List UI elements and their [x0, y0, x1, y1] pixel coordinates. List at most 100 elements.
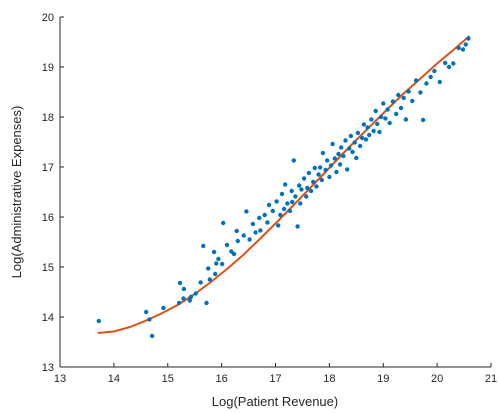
data-point — [347, 146, 352, 151]
data-point — [279, 191, 285, 197]
data-point — [424, 81, 429, 86]
data-point — [244, 209, 249, 214]
y-tick-label: 15 — [42, 262, 54, 274]
data-point — [247, 237, 252, 242]
data-point — [285, 201, 290, 206]
data-point — [149, 333, 155, 339]
data-point — [410, 98, 415, 104]
data-point — [373, 108, 378, 114]
data-point — [289, 188, 294, 194]
x-tick-label: 15 — [162, 373, 174, 385]
data-point — [96, 318, 102, 324]
data-point — [446, 64, 452, 70]
data-point — [176, 300, 182, 306]
data-point — [443, 60, 448, 66]
data-point — [390, 99, 396, 104]
data-point — [341, 153, 346, 159]
x-tick-label: 19 — [377, 373, 389, 385]
data-point — [383, 116, 388, 121]
data-point — [463, 42, 468, 47]
data-point — [320, 150, 326, 156]
data-point — [387, 120, 392, 126]
data-point — [305, 185, 310, 191]
data-point — [283, 182, 288, 187]
data-point — [312, 165, 317, 171]
data-point — [147, 317, 152, 322]
data-point — [193, 291, 198, 296]
data-point — [371, 128, 376, 134]
data-point — [278, 212, 283, 218]
x-tick-label: 18 — [323, 373, 335, 385]
data-point — [290, 199, 295, 205]
x-axis-label: Log(Patient Revenue) — [212, 394, 338, 409]
data-point — [367, 132, 372, 138]
data-point — [361, 122, 367, 127]
data-point — [177, 280, 183, 286]
data-point — [270, 208, 275, 214]
data-point — [214, 261, 219, 266]
data-point — [144, 309, 149, 315]
data-point — [291, 158, 296, 163]
data-point — [306, 170, 312, 176]
data-point — [274, 199, 279, 204]
y-tick-label: 14 — [42, 312, 54, 324]
y-tick-label: 13 — [42, 362, 54, 374]
data-point — [187, 298, 192, 303]
plot-area — [60, 17, 491, 367]
data-point — [213, 271, 218, 277]
data-point — [316, 172, 321, 177]
data-point — [348, 133, 354, 139]
data-point — [355, 130, 361, 136]
data-point — [319, 177, 324, 183]
data-point — [413, 78, 419, 83]
data-point — [369, 117, 374, 122]
data-point — [276, 223, 281, 228]
data-point — [401, 95, 406, 101]
points-layer — [96, 36, 471, 339]
data-point — [314, 184, 319, 189]
data-point — [350, 149, 355, 155]
data-point — [297, 183, 302, 188]
data-point — [352, 140, 357, 145]
data-point — [221, 220, 226, 226]
data-point — [207, 277, 212, 282]
data-point — [403, 117, 409, 122]
data-point — [336, 151, 341, 157]
data-point — [375, 121, 380, 127]
data-point — [432, 68, 437, 74]
data-point — [161, 305, 166, 311]
data-point — [396, 92, 401, 98]
data-point — [394, 111, 399, 117]
data-point — [265, 220, 270, 225]
data-point — [181, 286, 187, 292]
data-point — [339, 145, 344, 150]
x-tick-label: 14 — [108, 373, 120, 385]
x-tick-label: 17 — [269, 373, 281, 385]
x-tick-label: 21 — [485, 373, 497, 385]
data-point — [281, 206, 287, 212]
data-point — [266, 202, 272, 208]
data-point — [311, 179, 316, 185]
data-point — [354, 155, 359, 161]
data-point — [206, 266, 211, 271]
data-point — [235, 238, 240, 244]
data-point — [325, 158, 330, 163]
data-point — [234, 228, 239, 234]
data-point — [337, 162, 343, 167]
data-point — [428, 74, 433, 80]
data-point — [378, 114, 384, 120]
data-point — [253, 230, 258, 235]
data-point — [451, 61, 456, 66]
data-point — [406, 89, 411, 94]
axes-layer: 13 14 15 16 17 18 19 20 21 13 14 15 16 17 18 19 20 — [42, 12, 497, 385]
data-point — [211, 249, 217, 255]
data-point — [250, 221, 256, 227]
data-point — [360, 135, 365, 141]
data-point — [332, 156, 337, 161]
data-point — [318, 165, 323, 170]
data-point — [257, 215, 262, 221]
data-point — [181, 296, 186, 301]
data-point — [308, 188, 314, 194]
data-point — [293, 194, 298, 199]
